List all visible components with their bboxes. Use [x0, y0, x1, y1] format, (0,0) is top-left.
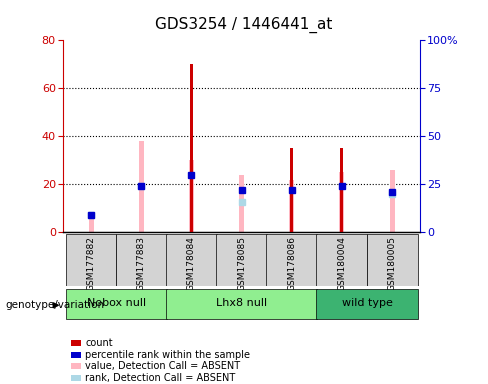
Bar [71, 340, 81, 346]
Bar [71, 363, 81, 369]
Text: genotype/variation: genotype/variation [5, 300, 104, 310]
Bar [316, 288, 418, 319]
Bar [266, 234, 317, 286]
Bar [216, 234, 267, 286]
Bar [190, 64, 193, 232]
Bar [166, 288, 317, 319]
Bar [71, 375, 81, 381]
Bar [116, 234, 167, 286]
Text: GSM177883: GSM177883 [137, 236, 146, 291]
Bar [389, 170, 395, 232]
Bar [65, 288, 167, 319]
Bar [239, 175, 244, 232]
Bar [71, 352, 81, 358]
Bar [88, 213, 94, 232]
Bar [65, 234, 117, 286]
Bar [290, 148, 293, 232]
Text: Nobox null: Nobox null [86, 298, 146, 308]
Bar [366, 234, 418, 286]
Text: GSM180004: GSM180004 [337, 236, 346, 291]
Bar [189, 161, 194, 232]
Text: count: count [85, 338, 113, 348]
Bar [289, 180, 294, 232]
Bar [316, 234, 367, 286]
Text: GSM178086: GSM178086 [287, 236, 296, 291]
Text: GSM177882: GSM177882 [86, 236, 96, 291]
Text: Lhx8 null: Lhx8 null [216, 298, 267, 308]
Text: percentile rank within the sample: percentile rank within the sample [85, 350, 250, 360]
Text: wild type: wild type [342, 298, 392, 308]
Text: GSM180005: GSM180005 [387, 236, 397, 291]
Bar [341, 148, 344, 232]
Text: GSM178085: GSM178085 [237, 236, 246, 291]
Bar [139, 141, 144, 232]
Text: rank, Detection Call = ABSENT: rank, Detection Call = ABSENT [85, 373, 236, 383]
Bar [166, 234, 217, 286]
Bar [339, 172, 345, 232]
Text: GDS3254 / 1446441_at: GDS3254 / 1446441_at [155, 17, 333, 33]
Text: GSM178084: GSM178084 [187, 236, 196, 291]
Text: value, Detection Call = ABSENT: value, Detection Call = ABSENT [85, 361, 241, 371]
